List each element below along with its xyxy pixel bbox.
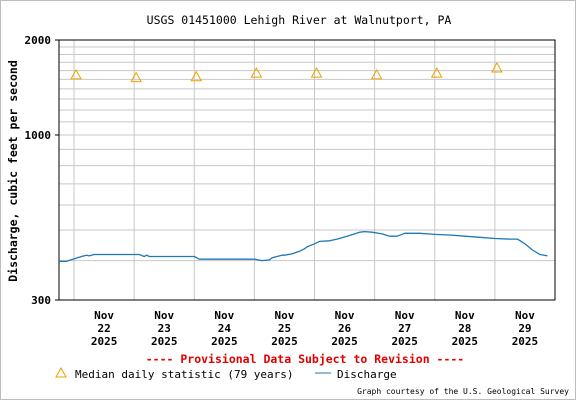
x-axis-ticks: Nov222025Nov232025Nov242025Nov252025Nov2… <box>91 309 538 348</box>
series-layer <box>59 62 548 262</box>
chart-title: USGS 01451000 Lehigh River at Walnutport… <box>147 13 452 27</box>
x-tick-year: 2025 <box>91 335 118 348</box>
y-tick-label: 2000 <box>25 34 52 47</box>
x-tick-month: Nov <box>275 309 295 322</box>
x-tick-year: 2025 <box>271 335 298 348</box>
legend-discharge-label: Discharge <box>337 368 397 381</box>
x-tick-month: Nov <box>214 309 234 322</box>
y-axis-ticks: 2000 1000 300 <box>25 34 59 307</box>
grid-lines <box>59 39 555 301</box>
x-tick-day: 27 <box>398 322 411 335</box>
x-tick-year: 2025 <box>452 335 479 348</box>
x-tick-day: 25 <box>278 322 291 335</box>
x-tick-month: Nov <box>154 309 174 322</box>
median-marker-triangle <box>130 71 143 83</box>
x-tick-day: 23 <box>158 322 171 335</box>
x-tick-year: 2025 <box>211 335 238 348</box>
median-marker-triangle <box>250 67 263 78</box>
x-tick-month: Nov <box>94 309 114 322</box>
y-axis-label: Discharge, cubic feet per second <box>6 60 20 282</box>
y-tick-label: 1000 <box>25 129 52 142</box>
x-tick-month: Nov <box>395 309 415 322</box>
x-tick-month: Nov <box>455 309 475 322</box>
median-marker-triangle <box>70 68 82 80</box>
x-tick-year: 2025 <box>512 335 539 348</box>
x-tick-month: Nov <box>335 309 355 322</box>
plot-area-border <box>58 39 556 301</box>
provisional-notice: ---- Provisional Data Subject to Revisio… <box>146 352 465 366</box>
legend-median-label: Median daily statistic (79 years) <box>75 368 294 381</box>
x-tick-day: 29 <box>518 322 531 335</box>
y-tick-label: 300 <box>31 294 51 307</box>
median-marker-triangle <box>491 62 503 73</box>
x-tick-year: 2025 <box>391 335 418 348</box>
x-tick-year: 2025 <box>151 335 178 348</box>
median-marker-triangle <box>190 70 203 82</box>
x-tick-year: 2025 <box>331 335 358 348</box>
legend: Median daily statistic (79 years) Discha… <box>55 366 397 381</box>
x-tick-day: 26 <box>338 322 352 335</box>
discharge-line <box>59 230 548 262</box>
x-tick-day: 28 <box>458 322 471 335</box>
x-tick-day: 22 <box>97 322 110 335</box>
median-marker-triangle <box>310 67 323 78</box>
median-marker-triangle <box>430 67 443 78</box>
median-marker-triangle <box>370 68 383 80</box>
x-tick-day: 24 <box>218 322 232 335</box>
legend-median-triangle-icon <box>55 366 67 378</box>
credit-text: Graph courtesy of the U.S. Geological Su… <box>357 387 569 396</box>
x-tick-month: Nov <box>515 309 535 322</box>
